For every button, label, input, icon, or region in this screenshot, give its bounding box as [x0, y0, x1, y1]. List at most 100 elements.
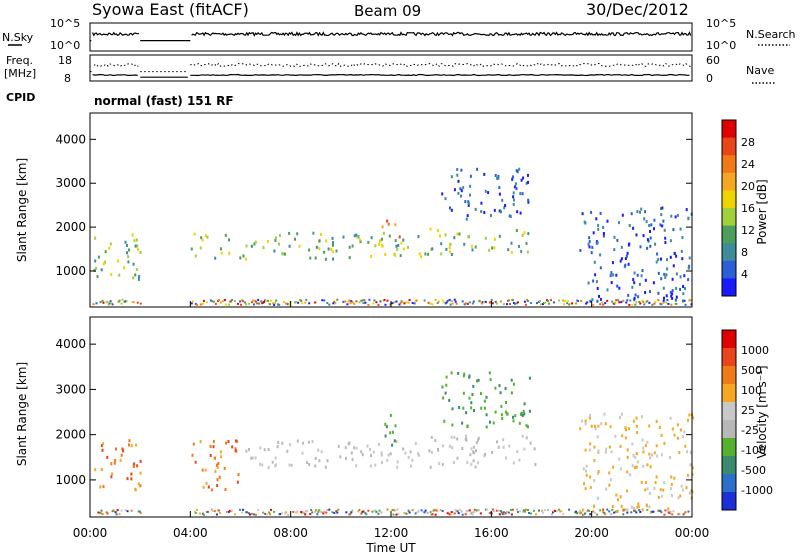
heatmap-cell: [111, 303, 114, 306]
heatmap-cell: [653, 302, 656, 305]
heatmap-cell: [460, 189, 463, 193]
power-y-axis: 1000 2000 3000 4000: [55, 132, 692, 278]
heatmap-cell: [637, 505, 640, 509]
heatmap-cell: [272, 302, 275, 305]
heatmap-cell: [680, 249, 683, 253]
heatmap-cell: [588, 509, 591, 512]
heatmap-cell: [519, 192, 522, 196]
heatmap-cell: [308, 302, 311, 305]
heatmap-cell: [374, 463, 377, 467]
heatmap-cell: [523, 300, 526, 303]
heatmap-cell: [494, 300, 497, 303]
heatmap-cell: [296, 232, 299, 236]
heatmap-cell: [520, 178, 523, 182]
heatmap-cell: [627, 262, 630, 266]
heatmap-cell: [660, 277, 663, 281]
heatmap-cell: [660, 303, 663, 306]
heatmap-cell: [124, 509, 127, 512]
y-tick-label: 2000: [55, 220, 86, 234]
heatmap-cell: [661, 224, 664, 228]
heatmap-cell: [646, 487, 649, 491]
heatmap-cell: [469, 453, 472, 457]
heatmap-cell: [217, 462, 220, 465]
heatmap-cell: [646, 508, 649, 511]
heatmap-cell: [527, 180, 530, 184]
heatmap-cell: [542, 303, 544, 306]
heatmap-cell: [649, 290, 651, 294]
heatmap-cell: [125, 244, 128, 247]
heatmap-cell: [666, 267, 669, 271]
heatmap-cell: [368, 298, 371, 301]
heatmap-cell: [365, 513, 368, 516]
heatmap-cell: [384, 422, 387, 426]
heatmap-cell: [132, 301, 135, 303]
heatmap-cell: [688, 256, 691, 260]
heatmap-cell: [575, 510, 578, 513]
heatmap-cell: [485, 425, 488, 429]
heatmap-cell: [632, 226, 635, 230]
beam-title: Beam 09: [354, 2, 421, 20]
heatmap-cell: [597, 471, 599, 475]
heatmap-cell: [128, 248, 130, 252]
heatmap-cell: [518, 167, 521, 171]
heatmap-cell: [330, 247, 333, 251]
heatmap-cell: [471, 513, 474, 516]
heatmap-cell: [201, 468, 204, 472]
heatmap-cell: [483, 399, 486, 403]
heatmap-cell: [609, 274, 612, 278]
heatmap-cell: [254, 456, 257, 460]
heatmap-cell: [209, 454, 212, 457]
heatmap-cell: [289, 443, 292, 447]
heatmap-cell: [449, 242, 452, 246]
heatmap-cell: [586, 301, 589, 304]
heatmap-cell: [483, 406, 486, 410]
date-title: 30/Dec/2012: [586, 0, 689, 19]
heatmap-cell: [622, 513, 625, 516]
heatmap-cell: [218, 512, 221, 514]
heatmap-cell: [117, 300, 120, 303]
heatmap-cell: [631, 303, 634, 306]
heatmap-cell: [380, 453, 383, 457]
heatmap-cell: [660, 433, 663, 437]
heatmap-cell: [673, 476, 676, 480]
heatmap-cell: [615, 493, 618, 497]
heatmap-cell: [663, 513, 666, 516]
heatmap-cell: [512, 175, 515, 179]
heatmap-cell: [444, 391, 447, 395]
heatmap-cell: [214, 456, 216, 460]
heatmap-cell: [332, 257, 334, 261]
heatmap-cell: [257, 509, 260, 512]
heatmap-cell: [489, 420, 491, 424]
heatmap-cell: [246, 511, 248, 514]
heatmap-cell: [201, 302, 204, 305]
heatmap-cell: [132, 465, 135, 468]
heatmap-cell: [428, 449, 431, 453]
heatmap-cell: [360, 512, 363, 515]
heatmap-cell: [441, 463, 444, 467]
heatmap-cell: [629, 299, 632, 302]
heatmap-cell: [288, 463, 291, 467]
heatmap-cell: [263, 448, 266, 452]
heatmap-cell: [664, 241, 667, 244]
heatmap-cell: [358, 301, 361, 304]
heatmap-cell: [212, 300, 215, 303]
heatmap-cell: [252, 299, 254, 302]
colorbar-tick-label: 24: [741, 158, 755, 171]
heatmap-cell: [92, 303, 95, 306]
heatmap-cell: [206, 510, 209, 513]
heatmap-cell: [458, 406, 461, 409]
heatmap-cell: [267, 466, 270, 469]
heatmap-cell: [512, 195, 515, 199]
heatmap-cell: [331, 511, 334, 514]
heatmap-cell: [669, 255, 672, 259]
heatmap-cell: [651, 453, 653, 457]
heatmap-cell: [470, 401, 473, 405]
heatmap-cell: [360, 450, 363, 454]
heatmap-cell: [231, 445, 234, 449]
heatmap-cell: [331, 236, 334, 240]
heatmap-cell: [244, 301, 246, 304]
heatmap-cell: [234, 300, 236, 302]
heatmap-cell: [248, 302, 250, 305]
heatmap-cell: [582, 467, 585, 471]
heatmap-cell: [512, 415, 514, 419]
